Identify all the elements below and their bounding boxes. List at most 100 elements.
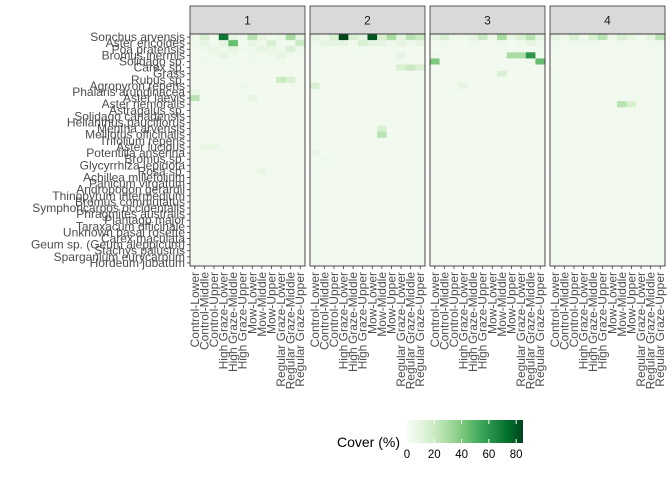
heatmap-cell — [655, 204, 666, 212]
heatmap-cell — [338, 217, 349, 224]
heatmap-cell — [559, 46, 570, 53]
heatmap-cell — [329, 137, 340, 145]
heatmap-cell — [237, 143, 248, 151]
heatmap-cell — [415, 137, 426, 145]
heatmap-cell — [559, 137, 570, 145]
heatmap-cell — [257, 95, 267, 102]
heatmap-cell — [655, 235, 666, 242]
heatmap-cell — [310, 186, 320, 194]
heatmap-cell — [535, 34, 546, 41]
y-tick-label: Agropyron repens — [90, 79, 185, 93]
heatmap-cell — [386, 46, 397, 53]
heatmap-cell — [497, 192, 507, 200]
heatmap-cell — [209, 156, 220, 163]
heatmap-cell — [636, 211, 647, 218]
heatmap-cell — [338, 253, 349, 261]
heatmap-cell — [626, 119, 637, 126]
heatmap-cell — [295, 131, 306, 139]
heatmap-cell — [449, 235, 460, 242]
heatmap-cell — [636, 253, 647, 261]
heatmap-cell — [396, 137, 407, 145]
heatmap-cell — [516, 137, 527, 145]
heatmap-cell — [449, 204, 460, 212]
heatmap-cell — [468, 168, 479, 175]
heatmap-cell — [487, 253, 498, 261]
heatmap-cell — [338, 180, 349, 187]
heatmap-cell — [319, 150, 330, 157]
heatmap-cell — [377, 46, 387, 53]
heatmap-cell — [550, 119, 560, 126]
heatmap-cell — [535, 119, 546, 126]
heatmap-cell — [569, 174, 580, 181]
heatmap-cell — [559, 88, 570, 96]
heatmap-cell — [607, 229, 618, 236]
heatmap-cell — [617, 64, 627, 71]
heatmap-cell — [310, 64, 320, 71]
heatmap-cell — [588, 162, 599, 169]
heatmap-cell — [405, 241, 416, 248]
heatmap-cell — [319, 168, 330, 175]
heatmap-cell — [559, 211, 570, 218]
heatmap-cell — [516, 64, 527, 71]
heatmap-cell — [430, 40, 440, 47]
heatmap-cell — [607, 131, 618, 139]
heatmap-cell — [645, 40, 656, 47]
heatmap-cell — [247, 223, 258, 230]
heatmap-cell — [487, 119, 498, 126]
heatmap-cell — [516, 40, 527, 47]
heatmap-cell — [607, 223, 618, 230]
heatmap-cell — [415, 168, 426, 175]
heatmap-cell — [415, 64, 426, 71]
heatmap-cell — [310, 229, 320, 236]
heatmap-cell — [257, 192, 267, 200]
heatmap-cell — [319, 131, 330, 139]
heatmap-cell — [415, 107, 426, 114]
heatmap-cell — [367, 156, 378, 163]
heatmap-cell — [655, 119, 666, 126]
heatmap-cell — [550, 143, 560, 151]
heatmap-cell — [626, 34, 637, 41]
heatmap-cell — [550, 204, 560, 212]
heatmap-cell — [636, 119, 647, 126]
heatmap-cell — [295, 107, 306, 114]
heatmap-cell — [348, 174, 359, 181]
heatmap-cell — [645, 198, 656, 206]
heatmap-cell — [310, 211, 320, 218]
heatmap-cell — [310, 247, 320, 255]
x-tick-label: High Graze-Middle — [226, 272, 240, 372]
heatmap-cell — [276, 192, 287, 200]
heatmap-cell — [559, 247, 570, 255]
x-tick-label: High Graze-Lower — [577, 272, 591, 369]
heatmap-cell — [655, 162, 666, 169]
heatmap-cell — [506, 119, 517, 126]
heatmap-cell — [655, 174, 666, 181]
y-tick-label: Stachys palustris — [94, 244, 185, 258]
heatmap-cell — [506, 82, 517, 90]
heatmap-cell — [578, 174, 589, 181]
heatmap-cell — [367, 125, 378, 132]
heatmap-cell — [396, 235, 407, 242]
heatmap-cell — [310, 137, 320, 145]
heatmap-cell — [578, 82, 589, 90]
heatmap-cell — [348, 156, 359, 163]
heatmap-cell — [597, 119, 608, 126]
heatmap-cell — [477, 156, 488, 163]
heatmap-cell — [310, 235, 320, 242]
heatmap-cell — [626, 192, 637, 200]
x-tick-label: Control-Lower — [548, 272, 562, 347]
heatmap-cell — [218, 174, 229, 181]
heatmap-cell — [607, 180, 618, 187]
heatmap-cell — [636, 113, 647, 120]
heatmap-cell — [497, 119, 507, 126]
heatmap-cell — [468, 174, 479, 181]
heatmap-cell — [190, 156, 200, 163]
facet-strip — [309, 5, 426, 35]
heatmap-cell — [237, 229, 248, 236]
heatmap-cell — [497, 259, 507, 267]
heatmap-cell — [266, 211, 277, 218]
heatmap-cell — [367, 88, 378, 96]
heatmap-cell — [588, 119, 599, 126]
heatmap-cell — [310, 70, 320, 78]
heatmap-cell — [645, 174, 656, 181]
heatmap-cell — [266, 95, 277, 102]
